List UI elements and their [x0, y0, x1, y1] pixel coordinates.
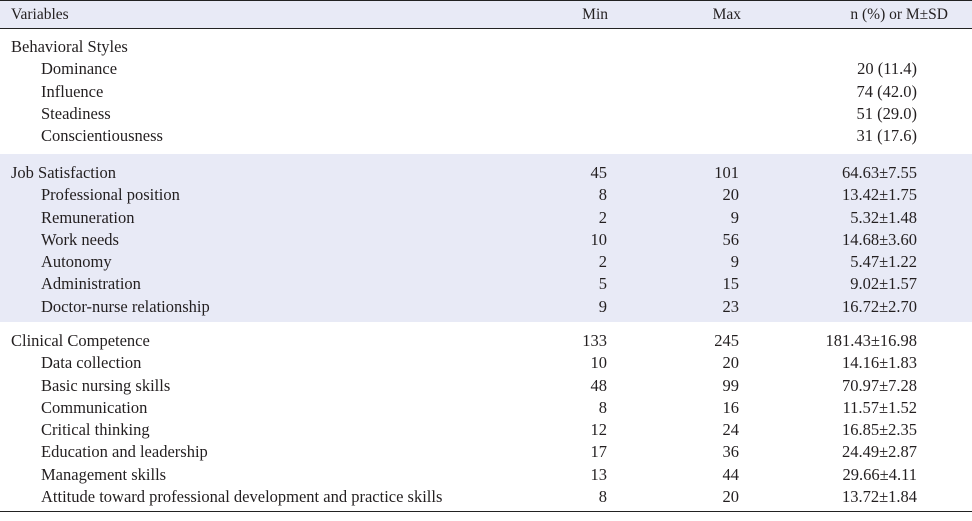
section-behavioral-styles: Behavioral Styles Dominance 20 (11.4) In… [0, 29, 972, 154]
row-label: Critical thinking [41, 420, 150, 440]
row-stat: 24.49±2.87 [841, 442, 917, 462]
row-stat: 13.72±1.84 [841, 487, 917, 507]
row-min: 10 [590, 353, 608, 373]
row-min: 8 [598, 185, 607, 205]
table-row: Influence 74 (42.0) [0, 81, 972, 103]
section-title-row: Job Satisfaction 45 101 64.63±7.55 [0, 162, 972, 184]
row-stat: 70.97±7.28 [841, 375, 917, 395]
row-stat: 181.43±16.98 [825, 331, 917, 350]
row-label: Basic nursing skills [41, 375, 171, 395]
row-min: 45 [590, 163, 608, 182]
section-clinical-competence: Clinical Competence 133 245 181.43±16.98… [0, 322, 972, 511]
row-label: Dominance [41, 59, 118, 79]
table-row: Management skills 13 44 29.66±4.11 [0, 464, 972, 486]
row-min: 13 [590, 464, 608, 484]
row-stat: 29.66±4.11 [842, 464, 917, 484]
table-row: Steadiness 51 (29.0) [0, 103, 972, 125]
row-max: 24 [722, 420, 740, 440]
row-min: 8 [598, 487, 607, 507]
row-label: Management skills [41, 464, 167, 484]
table-row: Attitude toward professional development… [0, 486, 972, 508]
table-row: Education and leadership 17 36 24.49±2.8… [0, 441, 972, 463]
row-max: 9 [730, 207, 739, 227]
row-label: Professional position [41, 185, 180, 205]
row-stat: 64.63±7.55 [841, 163, 917, 182]
row-label: Communication [41, 397, 148, 417]
table-row: Professional position 8 20 13.42±1.75 [0, 184, 972, 206]
row-stat: 13.42±1.75 [841, 185, 917, 205]
section-title: Clinical Competence [11, 331, 150, 350]
row-min: 133 [582, 331, 607, 350]
row-min: 17 [590, 442, 608, 462]
row-max: 36 [722, 442, 740, 462]
row-stat: 16.85±2.35 [841, 420, 917, 440]
header-stat: n (%) or M±SD [850, 6, 948, 23]
row-max: 9 [730, 252, 739, 272]
row-min: 2 [598, 207, 607, 227]
section-title-row: Clinical Competence 133 245 181.43±16.98 [0, 330, 972, 352]
row-min: 8 [598, 397, 607, 417]
table-row: Basic nursing skills 48 99 70.97±7.28 [0, 375, 972, 397]
row-max: 245 [714, 331, 739, 350]
row-max: 101 [714, 163, 739, 182]
row-min: 10 [590, 229, 608, 249]
row-max: 16 [722, 397, 740, 417]
row-min: 2 [598, 252, 607, 272]
row-stat: 9.02±1.57 [850, 274, 917, 294]
table-row: Autonomy 2 9 5.47±1.22 [0, 251, 972, 273]
table-row: Administration 5 15 9.02±1.57 [0, 273, 972, 295]
row-stat: 14.16±1.83 [841, 353, 917, 373]
row-stat: 5.47±1.22 [850, 252, 917, 272]
row-max: 20 [722, 185, 740, 205]
row-min: 9 [598, 296, 607, 316]
section-title-row: Behavioral Styles [0, 36, 972, 58]
row-max: 20 [722, 353, 740, 373]
section-job-satisfaction: Job Satisfaction 45 101 64.63±7.55 Profe… [0, 154, 972, 322]
row-max: 99 [722, 375, 740, 395]
table-row: Doctor-nurse relationship 9 23 16.72±2.7… [0, 296, 972, 318]
table-row: Dominance 20 (11.4) [0, 58, 972, 80]
row-stat: 51 (29.0) [856, 103, 918, 123]
section-title: Job Satisfaction [11, 163, 116, 182]
row-label: Steadiness [41, 103, 111, 123]
table-row: Remuneration 2 9 5.32±1.48 [0, 207, 972, 229]
row-stat: 16.72±2.70 [841, 296, 917, 316]
row-label: Autonomy [41, 252, 112, 272]
section-title: Behavioral Styles [11, 37, 128, 56]
row-label: Attitude toward professional development… [41, 487, 443, 507]
row-min: 5 [598, 274, 607, 294]
row-label: Influence [41, 81, 104, 101]
row-max: 56 [722, 229, 740, 249]
header-max: Max [712, 6, 741, 23]
row-stat: 5.32±1.48 [850, 207, 917, 227]
header-min: Min [582, 6, 608, 23]
row-max: 15 [722, 274, 740, 294]
row-max: 20 [722, 487, 740, 507]
row-min: 12 [590, 420, 608, 440]
row-max: 23 [722, 296, 740, 316]
row-stat: 31 (17.6) [856, 126, 918, 146]
table-row: Conscientiousness 31 (17.6) [0, 125, 972, 147]
row-label: Doctor-nurse relationship [41, 296, 210, 316]
table-bottom-rule [0, 511, 972, 512]
row-label: Administration [41, 274, 141, 294]
table-header: Variables Min Max n (%) or M±SD [0, 0, 972, 29]
row-label: Conscientiousness [41, 126, 163, 146]
header-variables: Variables [11, 6, 69, 23]
row-label: Education and leadership [41, 442, 208, 462]
row-label: Data collection [41, 353, 142, 373]
row-stat: 20 (11.4) [857, 59, 917, 79]
row-stat: 14.68±3.60 [841, 229, 917, 249]
table-row: Data collection 10 20 14.16±1.83 [0, 352, 972, 374]
table-row: Work needs 10 56 14.68±3.60 [0, 229, 972, 251]
row-max: 44 [722, 464, 740, 484]
table-row: Critical thinking 12 24 16.85±2.35 [0, 419, 972, 441]
row-stat: 11.57±1.52 [842, 397, 917, 417]
row-stat: 74 (42.0) [856, 81, 918, 101]
row-label: Work needs [41, 229, 119, 249]
row-label: Remuneration [41, 207, 135, 227]
table-row: Communication 8 16 11.57±1.52 [0, 397, 972, 419]
row-min: 48 [590, 375, 608, 395]
